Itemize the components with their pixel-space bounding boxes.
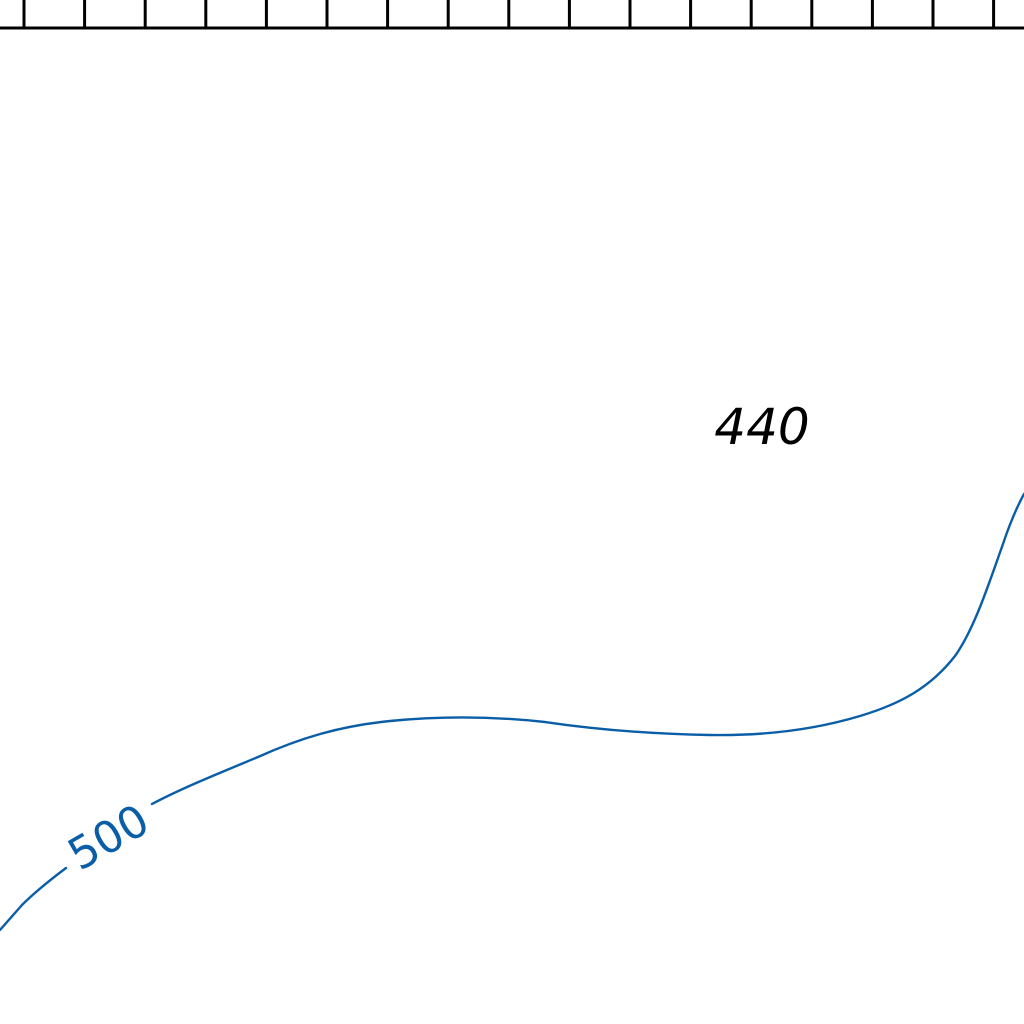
map-border xyxy=(0,0,1024,30)
contour-line xyxy=(0,492,1024,932)
contour-label: 500 xyxy=(60,795,158,881)
spot-elevation-label: 440 xyxy=(714,398,809,456)
border-ticks xyxy=(22,0,996,28)
border-bar xyxy=(0,0,1024,30)
contour-500: 500 xyxy=(0,492,1024,932)
